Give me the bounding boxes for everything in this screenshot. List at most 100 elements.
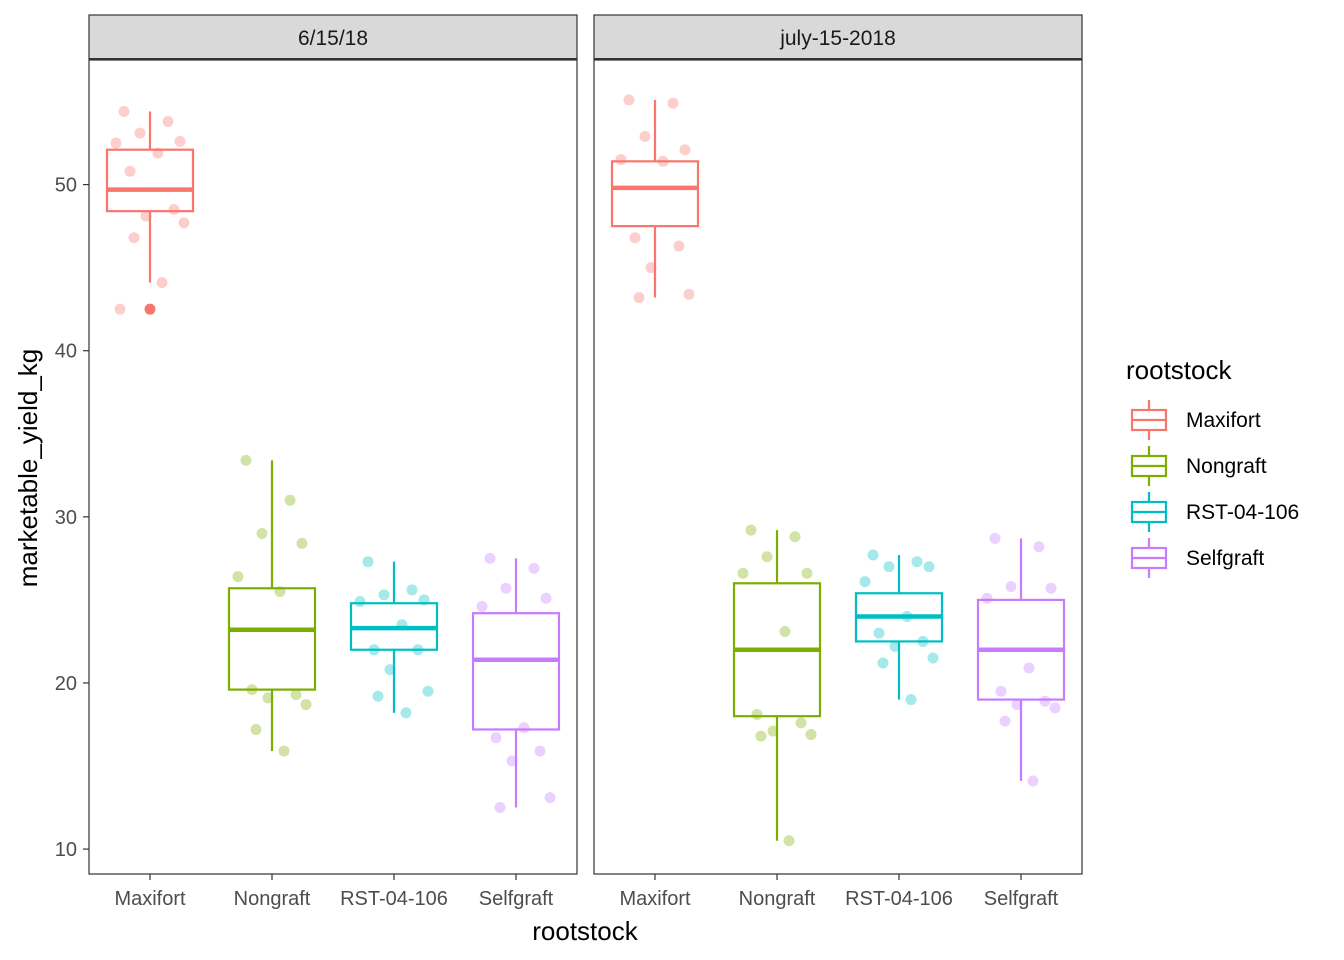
x-tick-label: RST-04-106 <box>340 888 448 910</box>
data-point-nongraft <box>745 524 757 536</box>
x-tick-label: Nongraft <box>234 888 311 910</box>
boxplot-selfgraft <box>976 538 1066 781</box>
data-point-rst-04-106 <box>378 589 390 601</box>
facet-strip <box>88 14 578 60</box>
data-point-maxifort <box>615 154 627 166</box>
data-point-maxifort <box>124 165 136 177</box>
x-tick-label: Maxifort <box>114 888 186 910</box>
data-point-maxifort <box>673 240 685 252</box>
box-iqr <box>105 148 195 213</box>
data-point-rst-04-106 <box>354 596 366 608</box>
x-tick-label: Selfgraft <box>984 888 1059 910</box>
data-point-maxifort <box>118 105 130 117</box>
boxplot-selfgraft <box>471 558 561 808</box>
data-point-maxifort <box>114 303 126 315</box>
boxplot-maxifort <box>610 99 700 298</box>
data-point-selfgraft <box>528 562 540 574</box>
x-tick-label: RST-04-106 <box>845 888 953 910</box>
data-point-rst-04-106 <box>873 627 885 639</box>
facet-panel-july-15-2018: july-15-2018 Maxifort Nongraft RST-04-106 Se… <box>593 14 1083 910</box>
data-point-selfgraft <box>1033 541 1045 553</box>
data-point-selfgraft <box>484 552 496 564</box>
panel-border <box>88 59 578 875</box>
legend-label: Nongraft <box>1186 455 1267 478</box>
data-point-nongraft <box>805 728 817 740</box>
data-point-nongraft <box>779 625 791 637</box>
data-point-rst-04-106 <box>877 657 889 669</box>
data-point-selfgraft <box>518 722 530 734</box>
data-point-selfgraft <box>1005 581 1017 593</box>
x-tick-label: Nongraft <box>739 888 816 910</box>
data-point-nongraft <box>755 730 767 742</box>
data-point-rst-04-106 <box>362 556 374 568</box>
data-point-selfgraft <box>500 582 512 594</box>
facet-strip-label: 6/15/18 <box>298 27 368 50</box>
data-point-selfgraft <box>995 685 1007 697</box>
legend-title: rootstock <box>1126 355 1232 385</box>
data-point-nongraft <box>767 725 779 737</box>
boxplot-nongraft <box>227 460 317 752</box>
data-point-maxifort <box>162 115 174 127</box>
data-point-selfgraft <box>534 745 546 757</box>
y-tick-label: 10 <box>55 839 77 861</box>
data-point-nongraft <box>296 537 308 549</box>
data-point-selfgraft <box>999 715 1011 727</box>
facet-strip-label: july-15-2018 <box>779 27 896 50</box>
data-point-maxifort <box>178 217 190 229</box>
data-point-rst-04-106 <box>911 556 923 568</box>
data-point-selfgraft <box>490 732 502 744</box>
data-point-rst-04-106 <box>372 690 384 702</box>
data-point-selfgraft <box>1039 695 1051 707</box>
data-point-selfgraft <box>494 802 506 814</box>
legend-item-selfgraft: Selfgraft <box>1130 538 1264 578</box>
y-tick-label: 40 <box>55 341 77 363</box>
data-point-maxifort <box>110 137 122 149</box>
data-point-nongraft <box>256 527 268 539</box>
data-point-maxifort <box>134 127 146 139</box>
data-point-maxifort <box>128 232 140 244</box>
panel-border <box>593 59 1083 875</box>
data-point-nongraft <box>761 551 773 563</box>
data-point-maxifort <box>679 144 691 156</box>
legend-label: Selfgraft <box>1186 547 1264 570</box>
legend-label: RST-04-106 <box>1186 501 1299 524</box>
outlier-point <box>144 303 156 315</box>
boxplot-rst-04-106 <box>349 561 439 713</box>
data-point-maxifort <box>667 97 679 109</box>
data-point-selfgraft <box>989 532 1001 544</box>
legend: rootstock Maxifort Nongraft RST-04-106 Self… <box>1126 355 1299 578</box>
y-tick-label: 20 <box>55 673 77 695</box>
data-point-rst-04-106 <box>422 685 434 697</box>
box-iqr <box>471 612 561 731</box>
data-point-selfgraft <box>1027 775 1039 787</box>
data-point-rst-04-106 <box>400 707 412 719</box>
data-point-rst-04-106 <box>883 561 895 573</box>
data-point-rst-04-106 <box>905 694 917 706</box>
data-point-rst-04-106 <box>927 652 939 664</box>
y-axis: 10 20 30 40 50 <box>55 175 89 861</box>
data-point-maxifort <box>683 288 695 300</box>
data-point-selfgraft <box>506 755 518 767</box>
y-tick-label: 50 <box>55 175 77 197</box>
data-point-nongraft <box>783 835 795 847</box>
data-point-nongraft <box>284 494 296 506</box>
data-point-selfgraft <box>540 592 552 604</box>
legend-label: Maxifort <box>1186 409 1261 432</box>
legend-item-maxifort: Maxifort <box>1130 400 1261 440</box>
data-point-maxifort <box>623 94 635 106</box>
data-point-selfgraft <box>981 592 993 604</box>
data-point-selfgraft <box>476 601 488 613</box>
y-tick-label: 30 <box>55 507 77 529</box>
x-tick-label: Maxifort <box>619 888 691 910</box>
boxplot-rst-04-106 <box>854 555 944 700</box>
data-point-nongraft <box>795 717 807 729</box>
facet-strip <box>593 14 1083 60</box>
data-point-rst-04-106 <box>384 664 396 676</box>
data-point-selfgraft <box>1045 582 1057 594</box>
data-point-maxifort <box>156 277 168 289</box>
box-iqr <box>227 587 317 691</box>
legend-item-nongraft: Nongraft <box>1130 446 1267 486</box>
data-point-nongraft <box>240 454 252 466</box>
facet-panels: 6/15/18 Maxifort Nongraft RST-04-106 Selfgra… <box>88 14 1083 910</box>
